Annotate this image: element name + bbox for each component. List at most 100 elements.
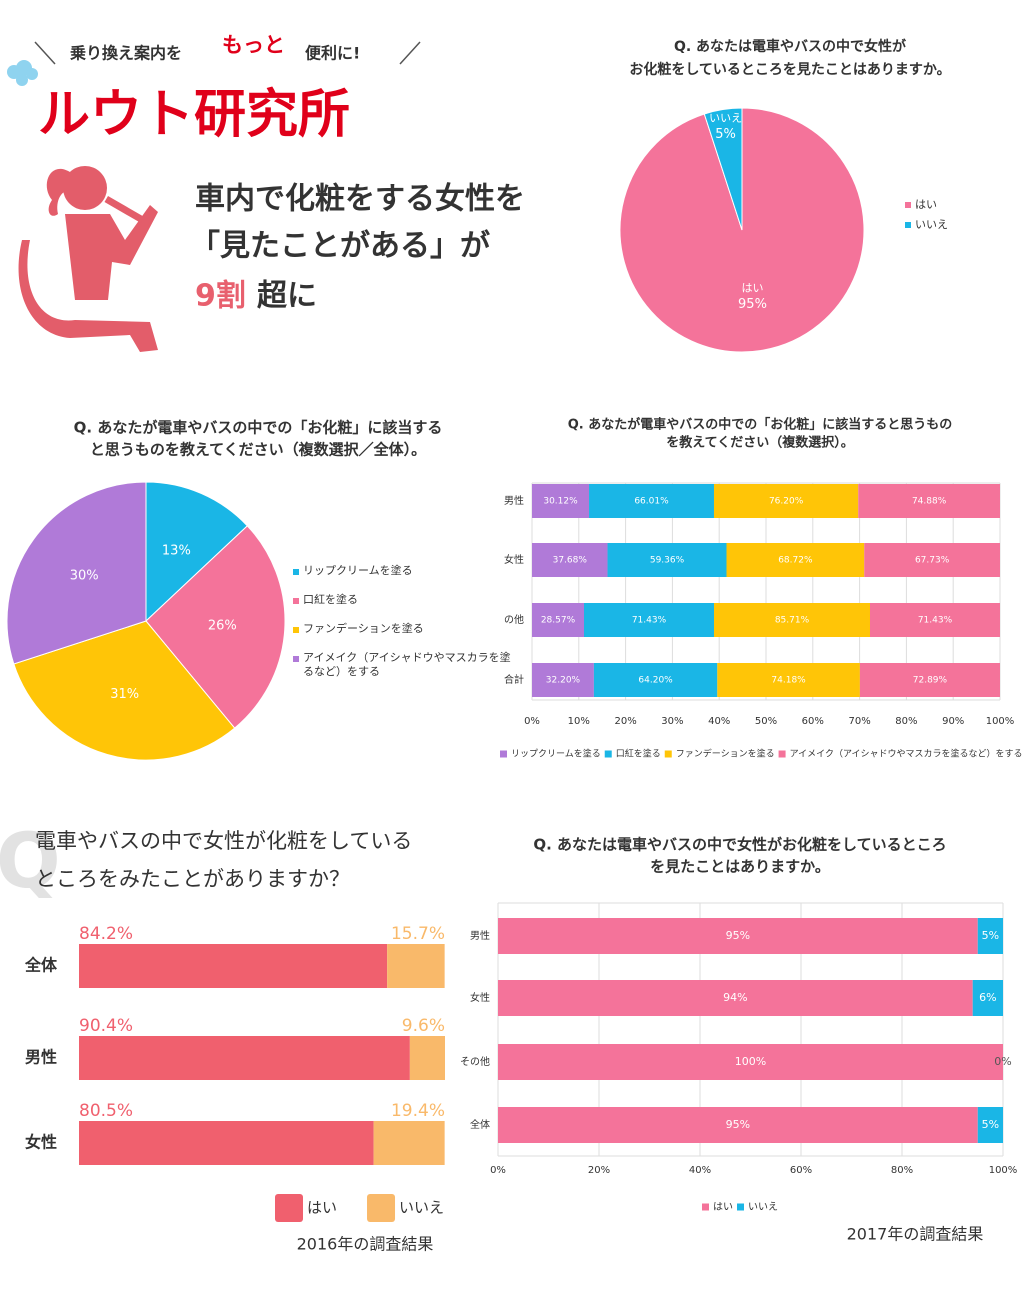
legend-label: いいえ <box>915 218 948 231</box>
value-label: 71.43% <box>918 616 953 626</box>
value-label: 74.18% <box>771 676 806 686</box>
bar-segment <box>498 918 978 954</box>
pie-slice <box>703 107 743 231</box>
chart-title: を見たことはありますか。 <box>650 858 830 876</box>
legend-label: はい <box>307 1199 337 1217</box>
value-label: 5% <box>982 1118 999 1131</box>
legend-swatch <box>293 656 299 662</box>
deco-slash <box>34 41 56 65</box>
bar-segment <box>532 484 590 518</box>
category-label: その他 <box>460 1055 490 1068</box>
value-label: 32.20% <box>546 676 581 686</box>
x-tick-label: 70% <box>848 716 870 727</box>
bar-segment <box>977 1107 1003 1143</box>
tagline: 便利に! <box>305 44 360 63</box>
category-label: 男性 <box>25 1048 57 1067</box>
legend-label: アイメイク（アイシャドウやマスカラを塗るなど）をする <box>790 748 1022 760</box>
legend-swatch <box>905 202 911 208</box>
legend-swatch <box>275 1194 303 1222</box>
legend-label: 口紅を塗る <box>303 593 358 606</box>
legend-item: ファンデーションを塗る <box>303 622 424 635</box>
category-label: 男性 <box>470 929 490 942</box>
woman-icon <box>18 166 158 352</box>
chart-title: Q. あなたが電車やバスの中での「お化粧」に該当すると思うもの <box>568 417 953 433</box>
legend-label: アイメイク（アイシャドウやマスカラを塗るなど）をする <box>303 651 511 678</box>
value-label: 68.72% <box>778 556 813 566</box>
bar-segment <box>532 543 608 577</box>
tagline: 乗り換え案内を <box>70 44 182 63</box>
bar-segment <box>726 543 865 577</box>
bar-segment <box>532 663 594 697</box>
pie-slice <box>13 620 236 761</box>
bar-segment <box>387 944 445 988</box>
slice-label: 95% <box>738 297 767 312</box>
value-label: 67.73% <box>915 556 950 566</box>
bar-segment <box>593 663 718 697</box>
value-label: 72.89% <box>913 676 948 686</box>
chart-title: お化粧をしているところを見たことはありますか。 <box>629 61 950 78</box>
category-label: 全体 <box>470 1118 490 1131</box>
bar-segment <box>498 980 973 1016</box>
value-label: 74.88% <box>912 497 947 507</box>
legend-label: リップクリームを塗る <box>511 748 601 760</box>
value-label: 95% <box>726 1118 750 1131</box>
value-label: 66.01% <box>634 497 669 507</box>
legend-swatch <box>737 1203 744 1211</box>
value-label: 15.7% <box>391 924 445 944</box>
value-label: 90.4% <box>79 1016 133 1036</box>
value-label: 64.20% <box>638 676 673 686</box>
q-deco: Q <box>0 816 61 905</box>
headline: 超に <box>257 279 317 314</box>
legend-label: リップクリームを塗る <box>303 564 413 577</box>
x-tick-label: 80% <box>895 716 917 727</box>
deco-slash <box>399 41 421 65</box>
bar-segment <box>714 603 870 637</box>
bar-segment <box>977 918 1003 954</box>
chart-title: Q. あなたが電車やバスの中での「お化粧」に該当する <box>74 419 443 437</box>
legend-swatch <box>905 222 911 228</box>
bar-segment <box>713 484 859 518</box>
chart-title: と思うものを教えてください（複数選択／全体）。 <box>90 441 426 459</box>
pie-slice <box>145 525 286 729</box>
slice-label: 26% <box>208 618 237 633</box>
x-tick-label: 50% <box>755 716 777 727</box>
slice-label: いいえ <box>709 111 742 124</box>
category-label: 女性 <box>470 991 490 1004</box>
legend-label: ファンデーションを塗る <box>303 622 424 635</box>
x-tick-label: 100% <box>989 1165 1018 1176</box>
bar-segment <box>869 603 1000 637</box>
x-tick-label: 60% <box>802 716 824 727</box>
bar-segment <box>583 603 715 637</box>
legend-swatch <box>293 627 299 633</box>
category-label: 女性 <box>504 553 524 566</box>
x-tick-label: 90% <box>942 716 964 727</box>
value-label: 84.2% <box>79 924 133 944</box>
value-label: 80.5% <box>79 1101 133 1121</box>
pie-slice <box>6 481 147 665</box>
bar-segment <box>859 663 1000 697</box>
x-tick-label: 100% <box>986 716 1015 727</box>
value-label: 71.43% <box>632 616 667 626</box>
category-label: 全体 <box>24 956 58 975</box>
bar-segment <box>717 663 860 697</box>
value-label: 37.68% <box>553 556 588 566</box>
headline: 「見たことがある」が <box>190 229 490 264</box>
bar-segment <box>79 1121 374 1165</box>
tagline-em: もっと <box>222 33 285 57</box>
chart-title: 電車やバスの中で女性が化粧をしている <box>35 829 412 853</box>
slice-label: はい <box>741 281 763 294</box>
x-tick-label: 20% <box>614 716 636 727</box>
legend-item: 口紅を塗る <box>303 593 358 606</box>
category-label: 男性 <box>504 494 524 507</box>
legend-swatch <box>664 750 672 758</box>
chart-title: Q. あなたは電車やバスの中で女性が <box>674 38 907 55</box>
bar-segment <box>409 1036 445 1080</box>
slice-label: 30% <box>70 569 99 584</box>
value-label: 30.12% <box>543 497 578 507</box>
legend-swatch <box>293 569 299 575</box>
category-label: 女性 <box>25 1133 57 1152</box>
headline-em: 9割 <box>195 279 246 314</box>
x-tick-label: 20% <box>588 1165 610 1176</box>
value-label: 95% <box>726 929 750 942</box>
brand: ルウト研究所 <box>38 85 350 145</box>
